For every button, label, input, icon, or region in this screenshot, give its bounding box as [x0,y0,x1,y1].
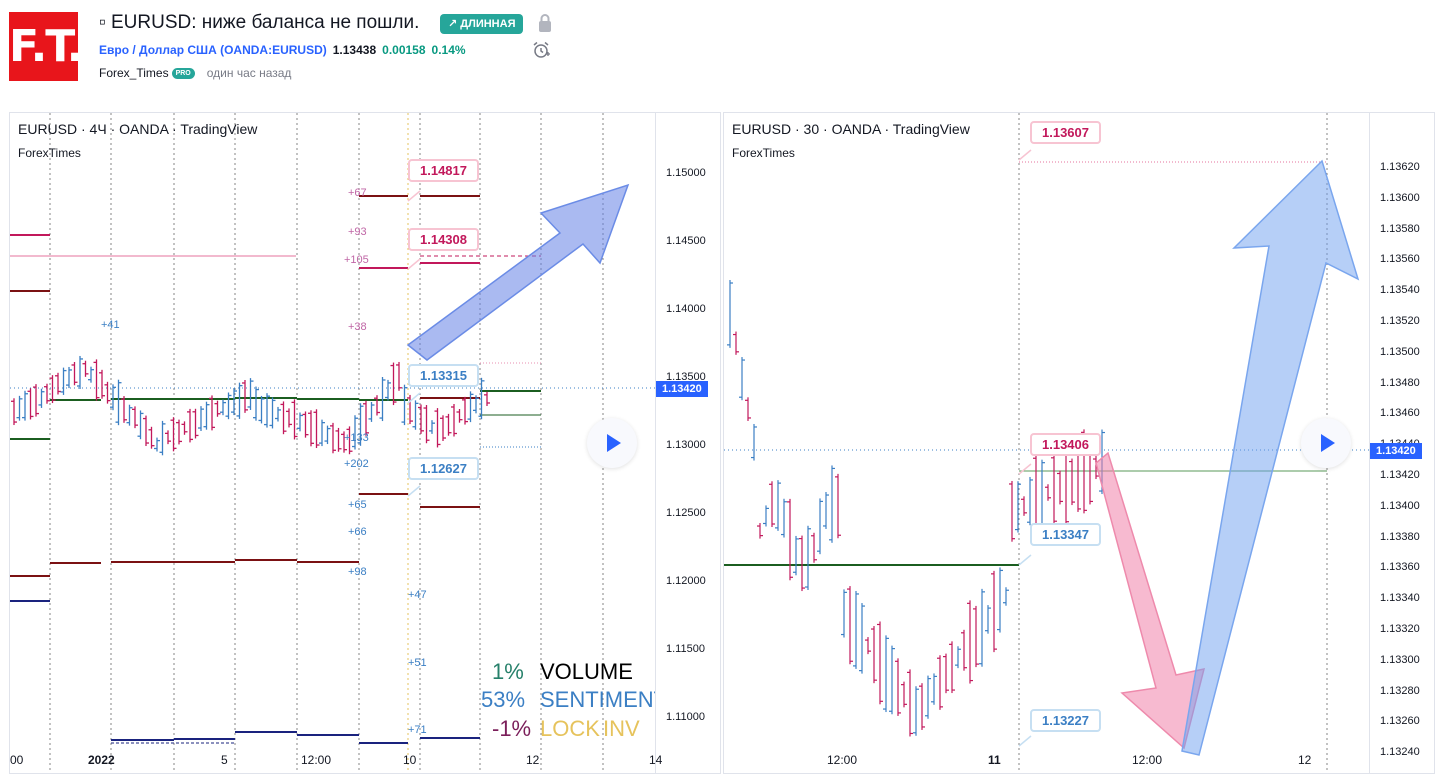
tick: 1.13500 [666,371,706,383]
tick: 1.13380 [1380,530,1420,543]
right-candles [727,280,1105,737]
x-label: 2022 [88,753,115,767]
x-label: 14 [649,753,663,767]
left-price-axis[interactable]: 1.15000 1.14500 1.14000 1.13500 1.13000 … [655,113,720,773]
x-label: 12:00 [1132,753,1163,767]
sentiment-pct: 53% [481,687,526,712]
tick: 1.13280 [1380,684,1420,697]
tick: 1.13600 [1380,191,1420,204]
lock-label: LOCK [540,716,600,741]
tick: 1.13400 [1380,499,1420,512]
pro-badge: PRO [171,68,195,80]
right-play-button[interactable] [1301,418,1351,468]
num-93: +93 [348,226,367,238]
num-66: +66 [348,526,367,538]
tick: 1.13420 [1380,469,1420,481]
left-label-mid: 1.13315 [408,364,479,387]
author-name[interactable]: Forex_Times [99,66,169,80]
right-label-lower: 1.13347 [1030,523,1101,546]
x-label: 5 [221,753,228,767]
num-38: +38 [348,321,367,333]
tick: 1.13320 [1380,623,1420,635]
inv-label: INV [603,716,640,741]
tick: 1.12000 [666,575,706,587]
left-current-price: 1.13420 [656,381,708,397]
volume-label: VOLUME [540,659,633,684]
symbol-price: 1.13438 [332,43,377,57]
left-label-top1: 1.14817 [408,159,479,182]
tick: 1.13260 [1380,715,1420,728]
forex-times-logo: F.T. [9,12,83,81]
left-chart-title: EURUSD · 4Ч · OANDA · TradingView [18,121,258,137]
x-label: 11 [988,753,1001,767]
right-price-axis[interactable]: 1.13620 1.13600 1.13580 1.13560 1.13540 1.135… [1369,113,1434,773]
tick: 1.13300 [1380,653,1420,666]
right-label-top: 1.13607 [1030,121,1101,144]
symbol-line: Евро / Доллар США (OANDA:EURUSD) 1.13438 0… [99,43,466,57]
tick: 1.13460 [1380,407,1420,420]
symbol-change-pct: 0.14% [431,43,466,57]
tick: 1.13000 [666,439,706,451]
num-98: +98 [348,566,367,578]
sentiment-label: SENTIMENT [540,687,668,712]
num-51: +51 [408,657,427,669]
tick: 1.13360 [1380,561,1420,574]
right-chart-subtitle: ForexTimes [732,146,795,160]
tick: 1.13520 [1380,315,1420,327]
num-133: +133 [344,432,369,444]
tick: 1.15000 [666,167,706,179]
tick: 1.13540 [1380,284,1420,297]
num-202: +202 [344,458,369,470]
tick: 1.14500 [666,235,706,247]
right-label-mid: 1.13406 [1030,433,1101,456]
tick: 1.13580 [1380,222,1420,235]
num-105: +105 [344,254,369,266]
x-label: 10 [403,753,417,767]
left-chart-subtitle: ForexTimes [18,146,81,160]
x-label: 12:00 [301,753,332,767]
tick: 1.11500 [666,643,705,655]
long-badge: ↗ ДЛИННАЯ [440,14,524,34]
num-65: +65 [348,499,367,511]
x-label: 12 [526,753,540,767]
publish-time: один час назад [206,66,292,80]
num-47: +47 [408,589,427,601]
right-chart-title: EURUSD · 30 · OANDA · TradingView [732,121,970,137]
lock-pct: -1% [492,716,532,741]
right-up-arrow [1181,159,1360,756]
left-label-low: 1.12627 [408,457,479,480]
x-label: 12:00 [827,753,858,767]
x-label: 00 [10,753,24,767]
num-41: +41 [101,319,120,331]
tick: 1.13240 [1380,746,1420,759]
num-71: +71 [408,724,427,736]
volume-pct: 1% [492,659,524,684]
x-label: 12 [1298,753,1312,767]
left-play-button[interactable] [587,418,637,468]
left-up-arrow [406,183,630,361]
lock-icon [539,14,551,32]
tick: 1.12500 [666,507,706,519]
tick: 1.13500 [1380,345,1420,358]
author-line: Forex_Times PRO один час назад [99,66,291,80]
right-down-arrow [1095,451,1206,750]
idea-title: ▫ EURUSD: ниже баланса не пошли. [99,12,420,33]
alarm-clock-icon[interactable] [531,40,551,60]
tick: 1.11000 [666,711,705,723]
tick: 1.13620 [1380,161,1420,173]
left-label-top2: 1.14308 [408,228,479,251]
left-chart-canvas[interactable] [10,113,658,773]
symbol-link[interactable]: Евро / Доллар США (OANDA:EURUSD) [99,43,327,57]
tick: 1.13480 [1380,376,1420,389]
symbol-change: 0.00158 [382,43,426,57]
right-current-price: 1.13420 [1370,443,1422,459]
tick: 1.13560 [1380,253,1420,266]
left-chart-panel[interactable]: EURUSD · 4Ч · OANDA · TradingView ForexT… [9,112,721,774]
right-label-bottom: 1.13227 [1030,709,1101,732]
tick: 1.14000 [666,303,706,315]
right-chart-panel[interactable]: EURUSD · 30 · OANDA · TradingView ForexT… [723,112,1435,774]
left-candles [11,355,490,456]
tick: 1.13340 [1380,592,1420,605]
num-67: +67 [348,187,367,199]
